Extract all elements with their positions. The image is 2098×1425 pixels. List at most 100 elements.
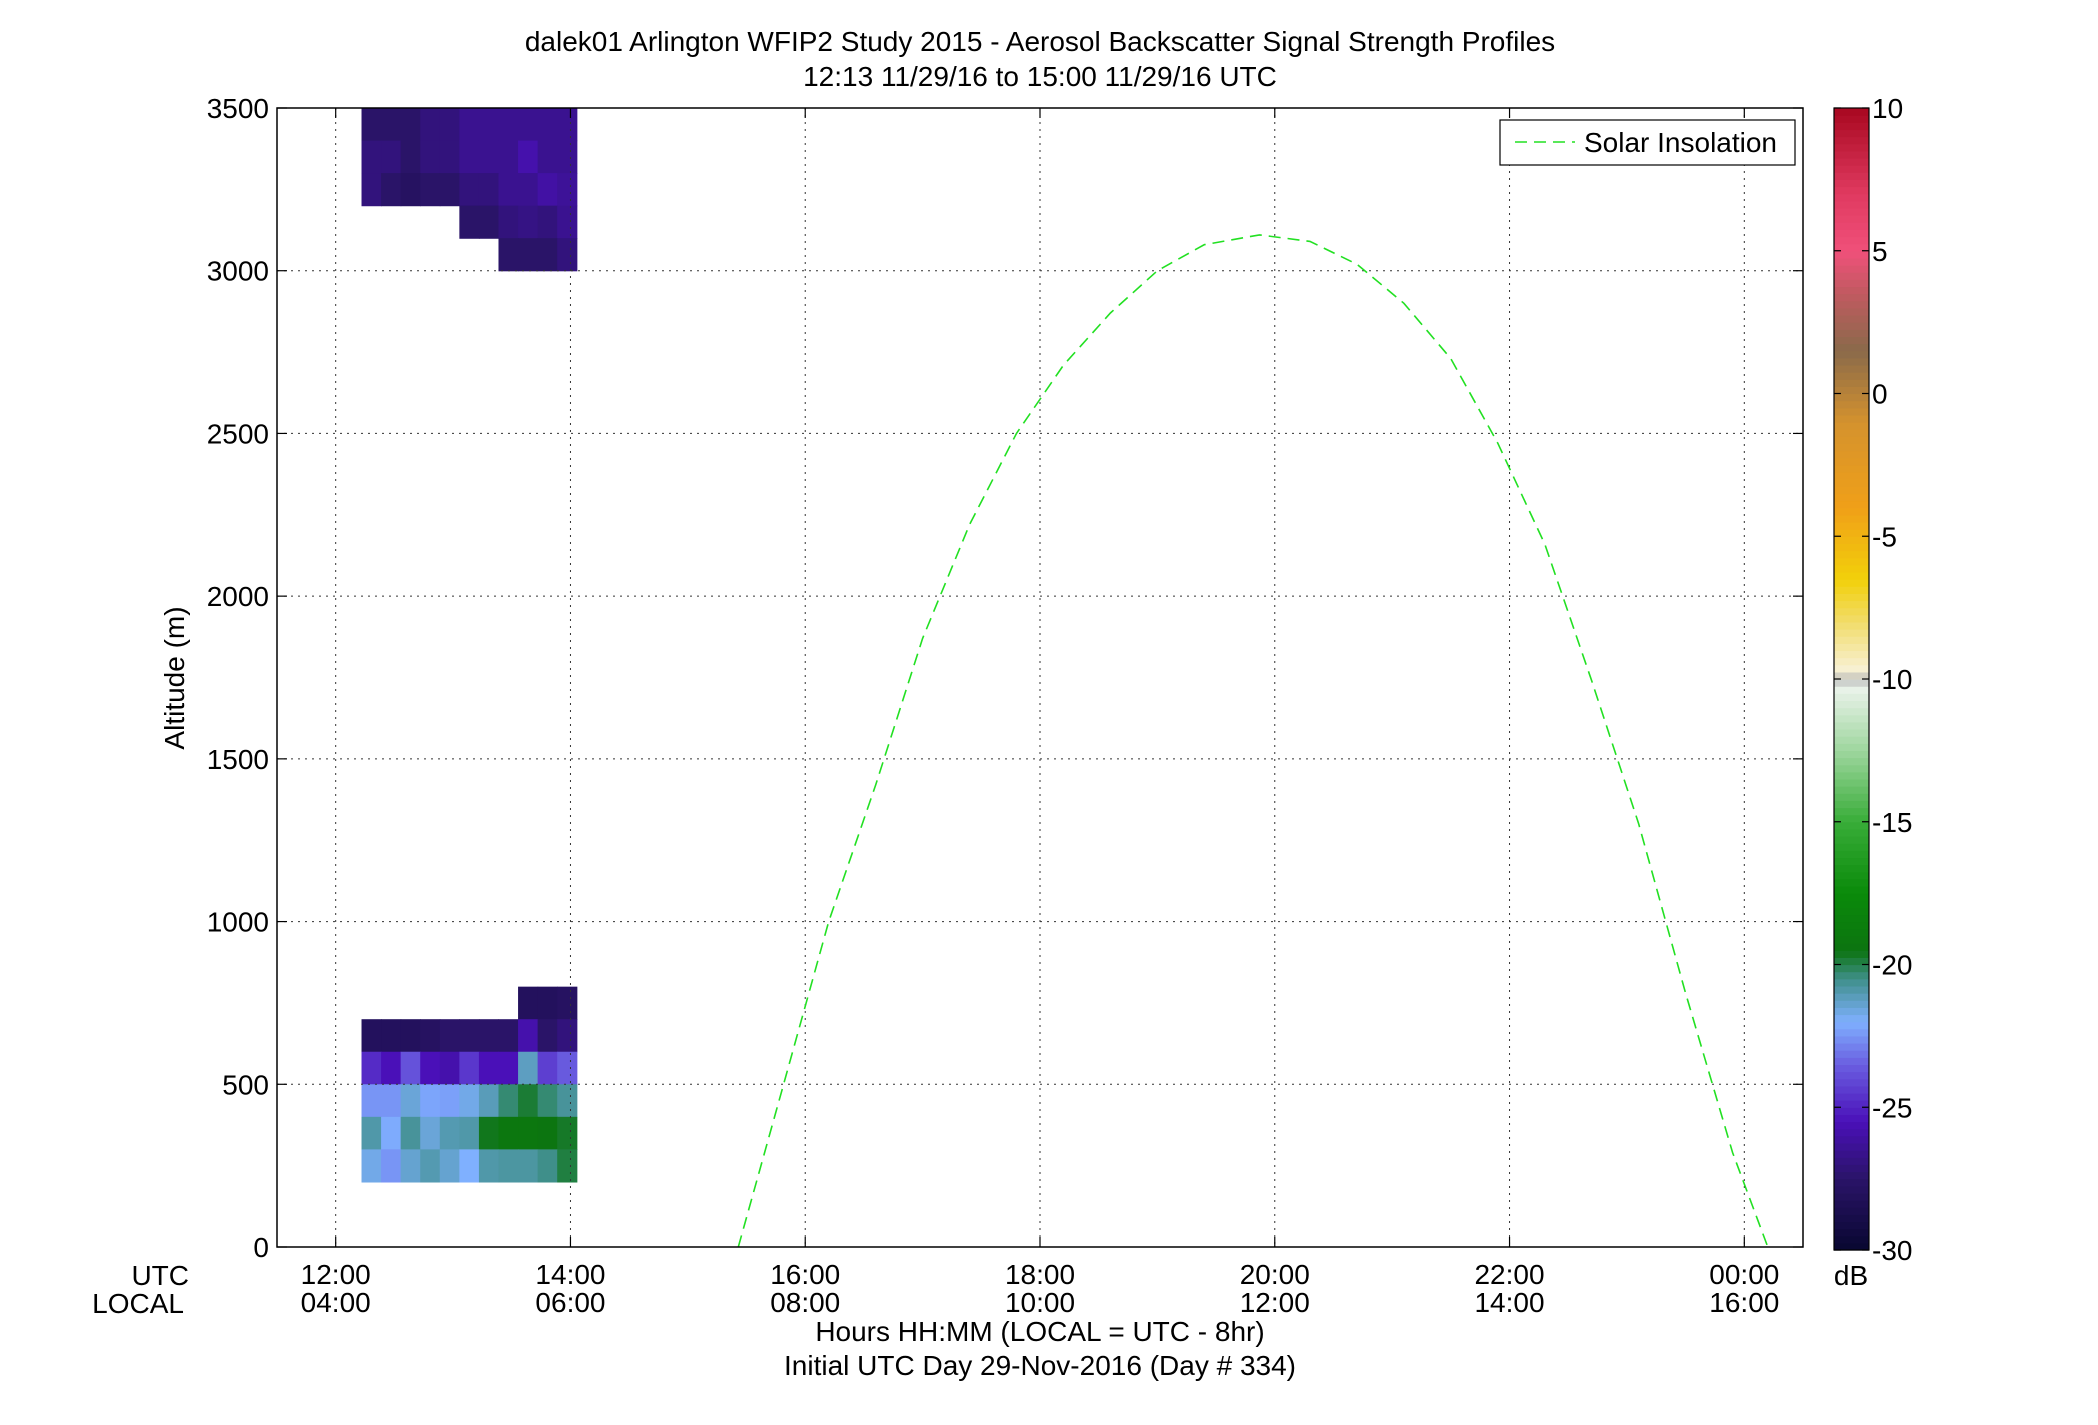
colorbar-segment: [1834, 821, 1869, 830]
colorbar-segment: [1834, 236, 1869, 245]
colorbar-segment: [1834, 643, 1869, 652]
heatmap-cell: [498, 238, 519, 272]
colorbar-segment: [1834, 1100, 1869, 1108]
y-tick-label: 2500: [207, 418, 269, 449]
colorbar-segment: [1834, 1057, 1869, 1066]
colorbar-segment: [1834, 115, 1869, 123]
heatmap-cell: [537, 986, 558, 1020]
heatmap-cell: [459, 1116, 480, 1150]
y-tick-label: 2000: [207, 581, 269, 612]
colorbar-segment: [1834, 1157, 1869, 1165]
colorbar-segment: [1834, 257, 1869, 266]
heatmap-cell: [478, 205, 500, 239]
y-tick-label: 1500: [207, 744, 269, 775]
colorbar-segment: [1834, 200, 1869, 209]
heatmap-cell: [420, 1149, 441, 1183]
colorbar-segment: [1834, 293, 1869, 302]
colorbar: -30 -25 -20 -15 -10 -5 0 5 10: [1833, 93, 1912, 1266]
x-tick-label-utc: 20:00: [1240, 1259, 1310, 1290]
colorbar-segment: [1834, 1150, 1869, 1158]
colorbar-segment: [1834, 350, 1869, 359]
colorbar-segment: [1834, 393, 1869, 402]
heatmap-cell: [498, 1149, 519, 1183]
colorbar-tick-label: -20: [1872, 950, 1912, 981]
heatmap-cell: [518, 238, 539, 272]
heatmap-cell: [478, 1149, 500, 1183]
colorbar-segment: [1834, 222, 1869, 230]
heatmap-cell: [381, 173, 402, 207]
colorbar-segment: [1834, 1178, 1869, 1187]
colorbar-segment: [1834, 286, 1869, 295]
colorbar-segment: [1834, 1021, 1869, 1030]
heatmap-cell: [557, 1116, 578, 1150]
colorbar-segment: [1834, 193, 1869, 202]
colorbar-segment: [1834, 1142, 1869, 1151]
heatmap-cell: [537, 238, 558, 272]
colorbar-segment: [1834, 893, 1869, 901]
heatmap-cell: [557, 173, 578, 207]
heatmap-cell: [439, 1019, 460, 1053]
colorbar-segment: [1834, 1043, 1869, 1051]
colorbar-segment: [1834, 793, 1869, 801]
colorbar-segment: [1834, 500, 1869, 509]
heatmap-cell: [400, 1051, 421, 1085]
colorbar-segment: [1834, 807, 1869, 816]
colorbar-segment: [1834, 1035, 1869, 1044]
heatmap-cell: [537, 205, 558, 239]
colorbar-tick-label: -10: [1872, 664, 1912, 695]
colorbar-segment: [1834, 750, 1869, 759]
colorbar-segment: [1834, 122, 1869, 131]
colorbar-segment: [1834, 507, 1869, 516]
heatmap-cell: [518, 1084, 539, 1118]
x-tick-label-utc: 00:00: [1709, 1259, 1779, 1290]
colorbar-segment: [1834, 607, 1869, 616]
heatmap-cell: [557, 1051, 578, 1085]
colorbar-segment: [1834, 336, 1869, 345]
colorbar-segment: [1834, 1114, 1869, 1123]
colorbar-segment: [1834, 871, 1869, 880]
colorbar-tick-label: -25: [1872, 1092, 1912, 1123]
heatmap-cell: [537, 1149, 558, 1183]
colorbar-tick-label: -5: [1872, 521, 1897, 552]
colorbar-segment: [1834, 272, 1869, 280]
heatmap-cell: [361, 1116, 382, 1150]
colorbar-segment: [1834, 422, 1869, 430]
heatmap-cell: [439, 140, 460, 174]
heatmap-cell: [518, 1149, 539, 1183]
colorbar-segment: [1834, 1235, 1869, 1244]
colorbar-segment: [1834, 728, 1869, 737]
y-axis-label: Altitude (m): [159, 606, 190, 749]
heatmap-cell: [361, 1084, 382, 1118]
colorbar-segment: [1834, 828, 1869, 837]
heatmap-cell: [478, 1019, 500, 1053]
heatmap-cell: [420, 1116, 441, 1150]
colorbar-segment: [1834, 943, 1869, 951]
heatmap-cell: [537, 1084, 558, 1118]
colorbar-segment: [1834, 1050, 1869, 1058]
heatmap-cell: [537, 173, 558, 207]
colorbar-segment: [1834, 964, 1869, 973]
x-tick-label-utc: 22:00: [1474, 1259, 1544, 1290]
colorbar-segment: [1834, 614, 1869, 623]
x-tick-label-local: 04:00: [301, 1287, 371, 1318]
x-tick-label-local: 06:00: [535, 1287, 605, 1318]
colorbar-segment: [1834, 1014, 1869, 1023]
heatmap-cell: [420, 140, 441, 174]
colorbar-segment: [1834, 450, 1869, 459]
x-axis-label-day: Initial UTC Day 29-Nov-2016 (Day # 334): [784, 1350, 1296, 1381]
heatmap-cell: [420, 173, 441, 207]
x-tick-label-utc: 16:00: [770, 1259, 840, 1290]
colorbar-segment: [1834, 207, 1869, 216]
heatmap-cell: [478, 1084, 500, 1118]
heatmap-cell: [459, 205, 480, 239]
colorbar-segment: [1834, 700, 1869, 709]
colorbar-segment: [1834, 1064, 1869, 1073]
colorbar-segment: [1834, 600, 1869, 609]
colorbar-segment: [1834, 928, 1869, 937]
heatmap-cell: [361, 1149, 382, 1183]
heatmap-cell: [498, 1084, 519, 1118]
x-tick-label-utc: 12:00: [301, 1259, 371, 1290]
colorbar-segment: [1834, 536, 1869, 544]
solar-insolation-line: [737, 234, 1769, 1247]
x-tick-label-local: 08:00: [770, 1287, 840, 1318]
